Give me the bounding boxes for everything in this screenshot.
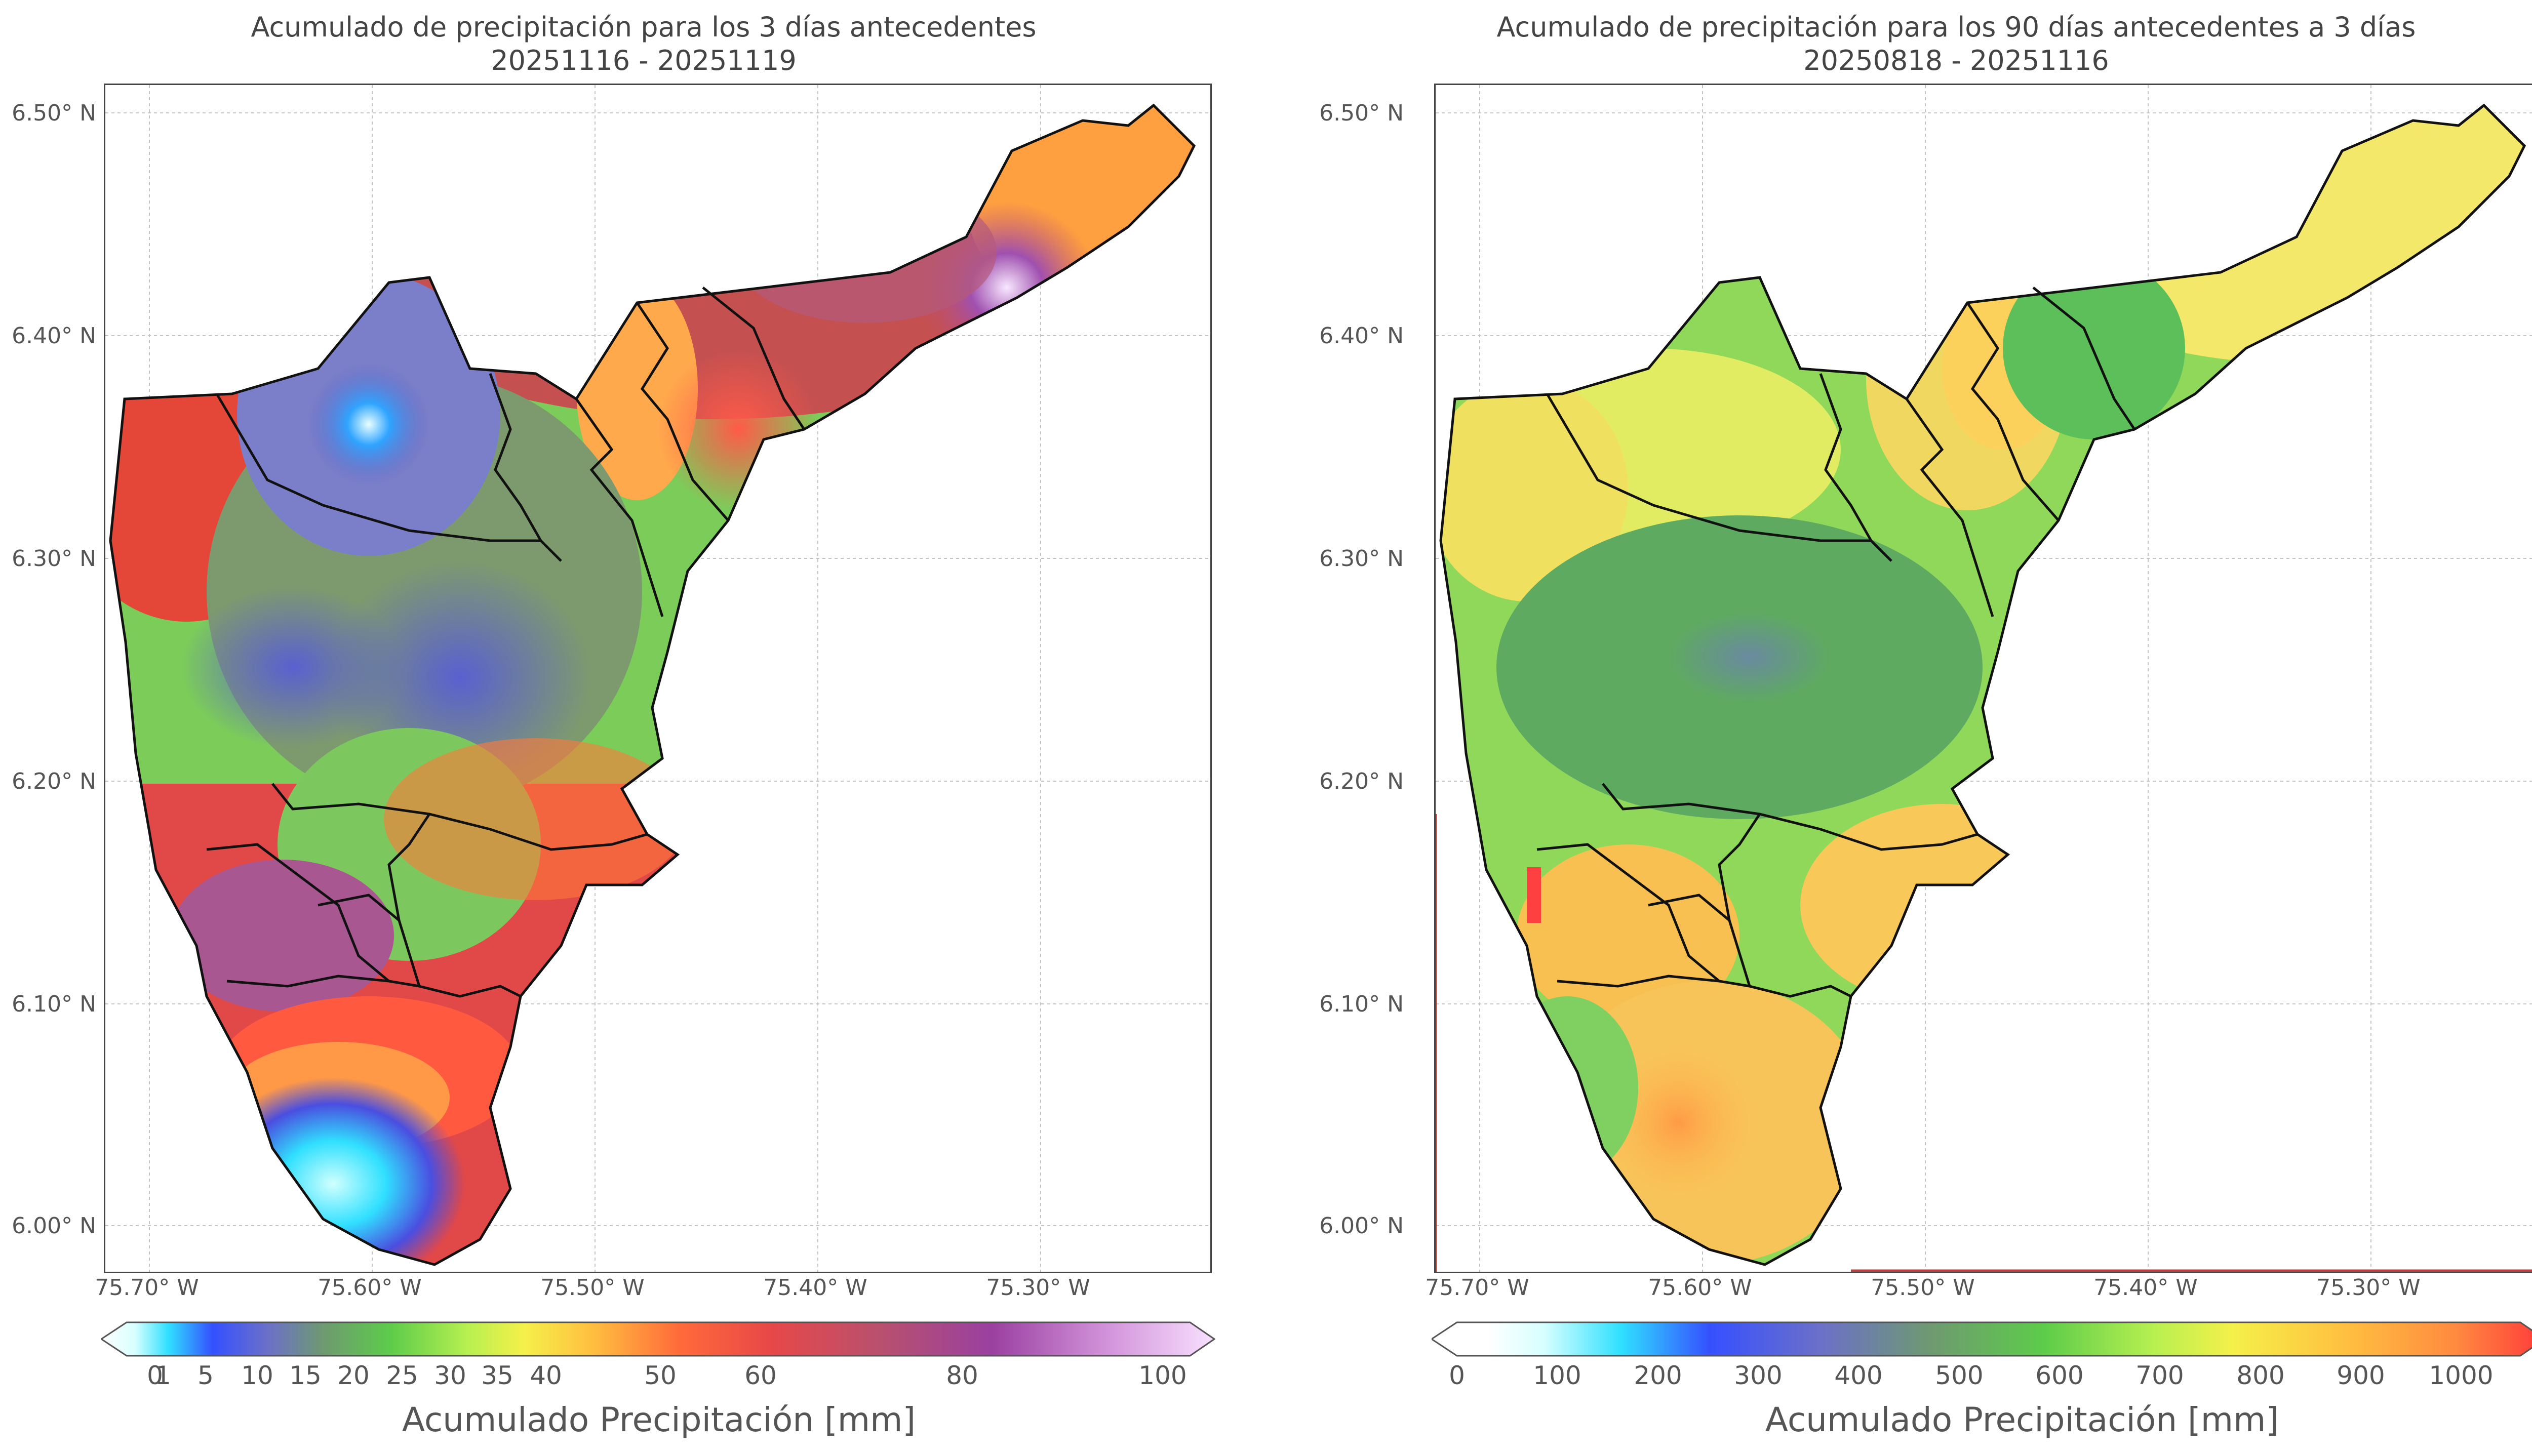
lat-label: 6.30° N — [1319, 546, 1404, 572]
colorbar-label: Acumulado Precipitación [mm] — [402, 1400, 916, 1439]
precipitation-map-90-day — [1436, 85, 2532, 1272]
panel-90-day: Acumulado de precipitación para los 90 d… — [1277, 0, 2532, 1456]
precipitation-map-3-day — [105, 85, 1210, 1272]
colorbar-tick: 200 — [1634, 1361, 1682, 1390]
colorbar-tick: 0 — [1449, 1361, 1465, 1390]
panel-title-line2: 20251116 - 20251119 — [491, 45, 797, 76]
colorbar-tick: 100 — [1138, 1361, 1187, 1390]
map-area-3-day — [104, 84, 1212, 1273]
colorbar-tick: 30 — [434, 1361, 466, 1390]
lat-label: 6.50° N — [1319, 100, 1404, 126]
lon-label: 75.30° W — [2316, 1275, 2421, 1301]
colorbar-tick: 25 — [386, 1361, 418, 1390]
lat-label: 6.20° N — [12, 769, 96, 794]
colorbar-tick: 600 — [2035, 1361, 2084, 1390]
lon-label: 75.60° W — [1648, 1275, 1752, 1301]
basin-boundaries — [110, 105, 1194, 1265]
lat-label: 6.00° N — [12, 1213, 96, 1239]
colorbar-tick: 1 — [155, 1361, 171, 1390]
colorbar-tick: 400 — [1834, 1361, 1883, 1390]
lat-label: 6.40° N — [1319, 323, 1404, 349]
colorbar-tick: 800 — [2236, 1361, 2285, 1390]
colorbar-tick: 10 — [241, 1361, 273, 1390]
precipitation-field — [1441, 105, 2524, 1265]
lat-label: 6.20° N — [1319, 769, 1404, 794]
panel-title-line1: Acumulado de precipitación para los 90 d… — [1496, 11, 2416, 43]
lat-label: 6.10° N — [12, 991, 96, 1017]
colorbar-90-day — [1432, 1321, 2532, 1357]
colorbar-3-day — [101, 1321, 1215, 1357]
panel-title-line2: 20250818 - 20251116 — [1803, 45, 2109, 76]
basin-boundaries — [1441, 105, 2524, 1265]
colorbar-label: Acumulado Precipitación [mm] — [1765, 1400, 2279, 1439]
lat-label: 6.30° N — [12, 546, 96, 572]
lon-label: 75.50° W — [540, 1275, 645, 1301]
lat-label: 6.50° N — [12, 100, 96, 126]
colorbar-tick: 20 — [337, 1361, 370, 1390]
colorbar-tick: 80 — [946, 1361, 978, 1390]
lon-label: 75.60° W — [318, 1275, 422, 1301]
colorbar-tick: 5 — [197, 1361, 214, 1390]
colorbar-tick: 500 — [1935, 1361, 1984, 1390]
colorbar-tick: 700 — [2135, 1361, 2184, 1390]
lat-label: 6.40° N — [12, 323, 96, 349]
lon-label: 75.40° W — [2093, 1275, 2198, 1301]
lon-label: 75.70° W — [1425, 1275, 1529, 1301]
colorbar-tick: 300 — [1734, 1361, 1783, 1390]
lat-label: 6.00° N — [1319, 1213, 1404, 1239]
colorbar-tick: 15 — [289, 1361, 322, 1390]
colorbar-tick: 35 — [481, 1361, 513, 1390]
colorbar-tick: 60 — [744, 1361, 777, 1390]
panel-3-day: Acumulado de precipitación para los 3 dí… — [12, 11, 1215, 1439]
precipitation-field — [110, 105, 1194, 1265]
colorbar-tick: 40 — [530, 1361, 562, 1390]
colorbar-tick: 900 — [2337, 1361, 2385, 1390]
lon-label: 75.70° W — [95, 1275, 199, 1301]
colorbar-tick: 50 — [644, 1361, 677, 1390]
lon-label: 75.30° W — [986, 1275, 1090, 1301]
colorbar-tick: 1000 — [2429, 1361, 2494, 1390]
lat-label: 6.10° N — [1319, 991, 1404, 1017]
panel-title-line1: Acumulado de precipitación para los 3 dí… — [251, 11, 1037, 43]
colorbar-tick: 100 — [1533, 1361, 1581, 1390]
map-area-90-day — [1434, 84, 2532, 1273]
colorbar-tick: 0 — [147, 1361, 163, 1390]
lon-label: 75.50° W — [1871, 1275, 1975, 1301]
lon-label: 75.40° W — [763, 1275, 867, 1301]
